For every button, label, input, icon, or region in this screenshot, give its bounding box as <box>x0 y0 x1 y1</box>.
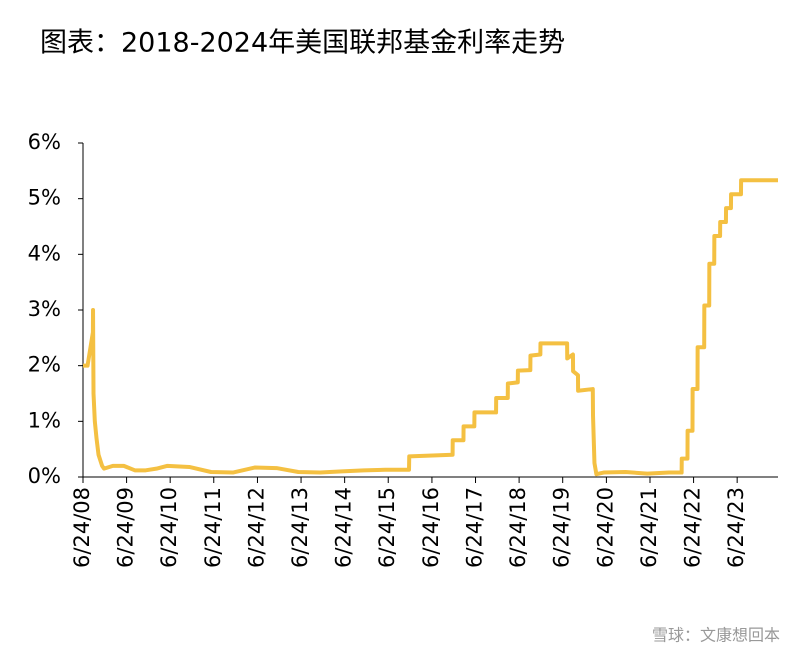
y-tick-label: 2% <box>28 353 61 377</box>
x-tick-label: 6/24/16 <box>419 487 443 568</box>
x-tick-label: 6/24/14 <box>332 487 356 568</box>
y-tick-label: 1% <box>28 408 61 432</box>
x-tick-label: 6/24/18 <box>506 487 530 568</box>
x-tick-label: 6/24/08 <box>70 487 94 568</box>
x-tick-label: 6/24/20 <box>593 487 617 568</box>
chart-title: 图表：2018-2024年美国联邦基金利率走势 <box>40 28 565 59</box>
x-tick-label: 6/24/09 <box>114 487 138 568</box>
x-tick-label: 6/24/13 <box>288 487 312 568</box>
watermark: 雪球：文康想回本 <box>652 626 780 645</box>
rate-line <box>83 178 778 477</box>
x-tick-label: 6/24/10 <box>157 487 181 568</box>
y-tick-label: 5% <box>28 186 61 210</box>
x-tick-label: 6/24/15 <box>375 487 399 568</box>
y-tick-label: 4% <box>28 241 61 265</box>
y-tick-label: 0% <box>28 464 61 488</box>
y-tick-label: 3% <box>28 297 61 321</box>
x-tick-label: 6/24/22 <box>681 487 705 568</box>
x-tick-label: 6/24/19 <box>550 487 574 568</box>
x-tick-label: 6/24/23 <box>724 487 748 568</box>
x-tick-label: 6/24/17 <box>463 487 487 568</box>
x-tick-label: 6/24/12 <box>244 487 268 568</box>
x-tick-label: 6/24/21 <box>637 487 661 568</box>
x-tick-label: 6/24/11 <box>201 487 225 568</box>
y-tick-label: 6% <box>28 130 61 154</box>
